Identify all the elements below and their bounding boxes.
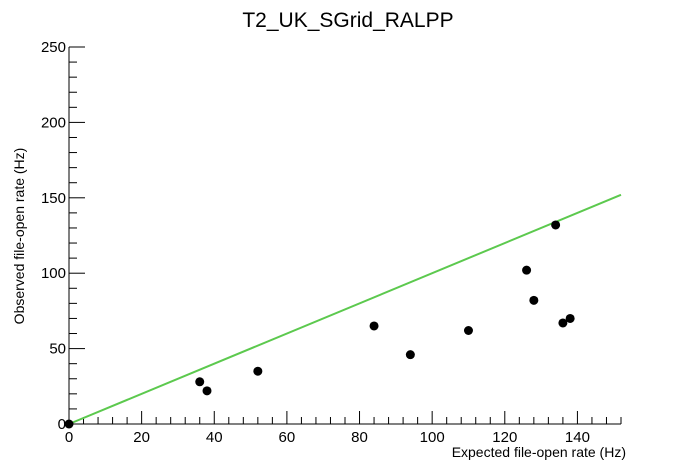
data-point [529,295,539,305]
y-tick-label: 200 [41,114,66,131]
x-axis-title: Expected file-open rate (Hz) [452,444,626,460]
x-tick-label: 120 [492,429,517,446]
y-tick-label: 250 [41,39,66,56]
y-tick-label: 0 [58,416,66,433]
y-tick-label: 150 [41,190,66,207]
x-tick-label: 0 [65,429,73,446]
x-tick-label: 140 [565,429,590,446]
data-point [369,321,379,331]
data-point [253,366,263,376]
axes: 0 20 40 60 80 100 120 140 0 50 100 150 200 250 [41,39,622,446]
x-tick-label: 20 [133,429,150,446]
x-tick-label: 100 [420,429,445,446]
data-point [565,313,575,323]
data-point [558,318,568,328]
x-tick-label: 40 [206,429,223,446]
data-point [202,386,212,396]
reference-line [68,193,622,425]
y-axis-title: Observed file-open rate (Hz) [11,148,27,325]
y-tick-label: 100 [41,265,66,282]
data-point [195,377,205,387]
data-point [522,265,532,275]
data-point [64,419,74,429]
x-tick-label: 80 [351,429,368,446]
data-point [551,220,561,230]
chart-title: T2_UK_SGrid_RALPP [242,9,453,32]
x-tick-label: 60 [279,429,296,446]
y-tick-label: 50 [49,341,66,358]
data-point [463,326,473,336]
data-points [64,220,575,429]
data-point [405,350,415,360]
